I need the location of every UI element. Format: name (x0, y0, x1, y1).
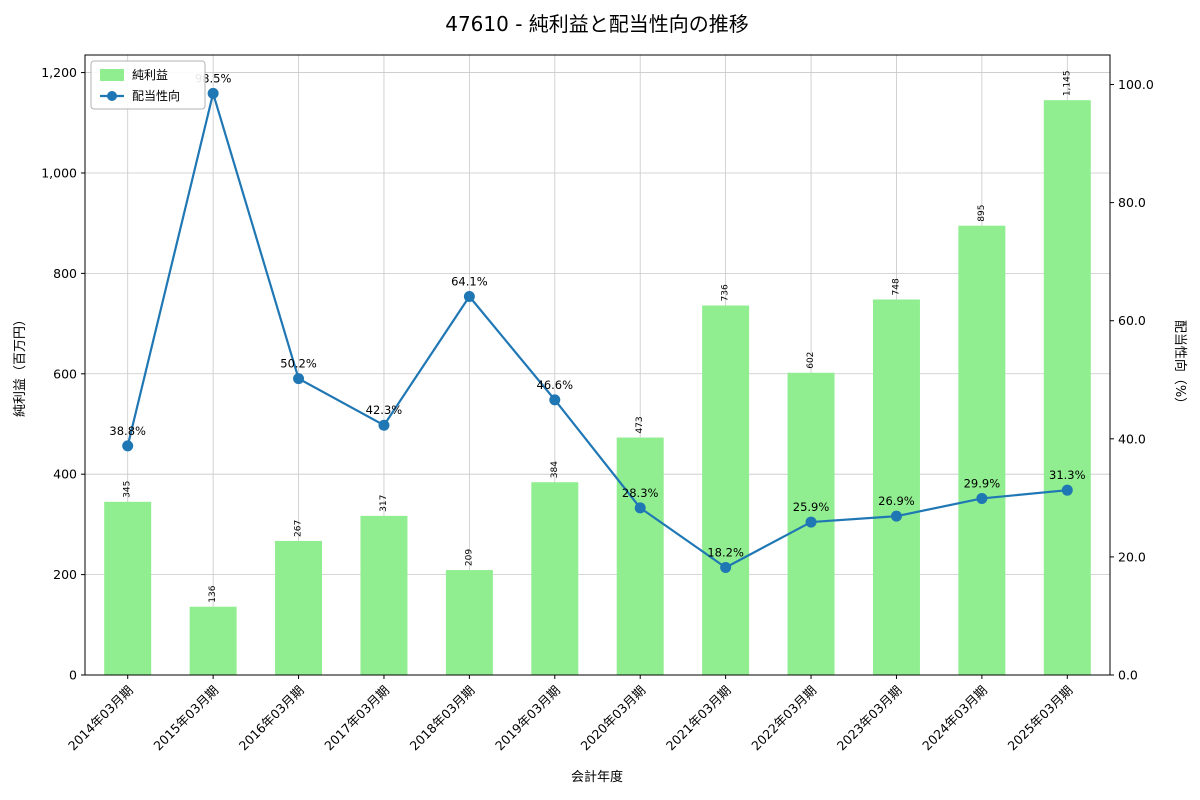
bar (275, 540, 323, 675)
bar-value-label: 602 (806, 352, 816, 369)
right-tick-label: 100.0 (1118, 77, 1154, 92)
line-marker (293, 373, 305, 385)
line-marker (720, 562, 732, 574)
bar (872, 299, 920, 675)
legend-label: 純利益 (132, 68, 168, 82)
bar (189, 606, 237, 675)
bar (1043, 100, 1091, 675)
bar (702, 305, 750, 675)
line-series (122, 87, 1073, 574)
right-tick-label: 0.0 (1118, 668, 1138, 683)
right-tick-label: 80.0 (1118, 195, 1146, 210)
percent-label: 38.8% (109, 424, 146, 438)
bar (958, 225, 1006, 675)
line-marker (549, 394, 561, 406)
bar-value-label: 384 (550, 461, 560, 478)
left-tick-label: 400 (53, 467, 77, 482)
percent-label: 46.6% (537, 378, 574, 392)
left-y-axis-label: 純利益（百万円） (13, 313, 28, 417)
line-marker (207, 87, 219, 99)
line-marker (378, 419, 390, 431)
bar-value-label: 209 (464, 549, 474, 566)
left-tick-label: 1,200 (41, 65, 77, 80)
chart-title: 47610 - 純利益と配当性向の推移 (445, 12, 749, 36)
right-tick-label: 60.0 (1118, 313, 1146, 328)
line-marker (634, 502, 646, 514)
legend-label: 配当性向 (132, 88, 180, 103)
bar-value-label: 748 (891, 278, 901, 295)
plot-border (84, 54, 1111, 676)
bar-series (104, 100, 1091, 675)
right-y-axis-label: 配当性向（%） (1172, 320, 1188, 410)
bar-value-label: 136 (208, 585, 218, 602)
left-tick-label: 1,000 (41, 165, 77, 180)
left-tick-label: 600 (53, 366, 77, 381)
percent-label: 28.3% (622, 486, 659, 500)
right-tick-label: 20.0 (1118, 549, 1146, 564)
line-marker (1061, 484, 1073, 496)
bar-value-label: 1,145 (1062, 70, 1072, 96)
percent-label: 50.2% (280, 357, 317, 371)
legend-swatch-bar (100, 69, 124, 81)
percent-label: 25.9% (793, 500, 830, 514)
percent-label: 42.3% (366, 403, 403, 417)
bar-value-label: 345 (123, 481, 133, 498)
line-marker (122, 440, 134, 452)
line-marker (463, 291, 475, 303)
bar (616, 437, 664, 675)
x-axis-label: 会計年度 (571, 769, 623, 785)
bar-value-label: 473 (635, 416, 645, 433)
line-marker (805, 516, 817, 528)
right-tick-label: 40.0 (1118, 431, 1146, 446)
left-tick-label: 200 (53, 567, 77, 582)
payout-line (126, 92, 1068, 569)
percent-label: 31.3% (1049, 468, 1086, 482)
bar (104, 501, 152, 675)
bar (360, 515, 408, 675)
percent-label: 18.2% (707, 546, 744, 560)
bar-value-label: 267 (294, 520, 304, 537)
bar-value-label: 317 (379, 495, 389, 512)
bar-value-label: 736 (721, 284, 731, 301)
line-percent-labels: 38.8%98.5%50.2%42.3%64.1%46.6%28.3%18.2%… (109, 71, 1085, 559)
bar-value-label: 895 (977, 205, 987, 222)
legend-swatch-marker (107, 91, 117, 101)
bar-value-labels: 345 136 267 317 209 384 473 736 602 748 895 1,145 (123, 70, 1073, 602)
percent-label: 29.9% (964, 476, 1001, 490)
line-marker (976, 492, 988, 504)
percent-label: 26.9% (878, 494, 915, 508)
percent-label: 64.1% (451, 275, 488, 289)
bar (445, 570, 493, 675)
left-tick-label: 0 (69, 668, 77, 683)
left-tick-label: 800 (53, 266, 77, 281)
bar (531, 482, 579, 675)
line-marker (890, 510, 902, 522)
plot-background (85, 55, 1110, 675)
